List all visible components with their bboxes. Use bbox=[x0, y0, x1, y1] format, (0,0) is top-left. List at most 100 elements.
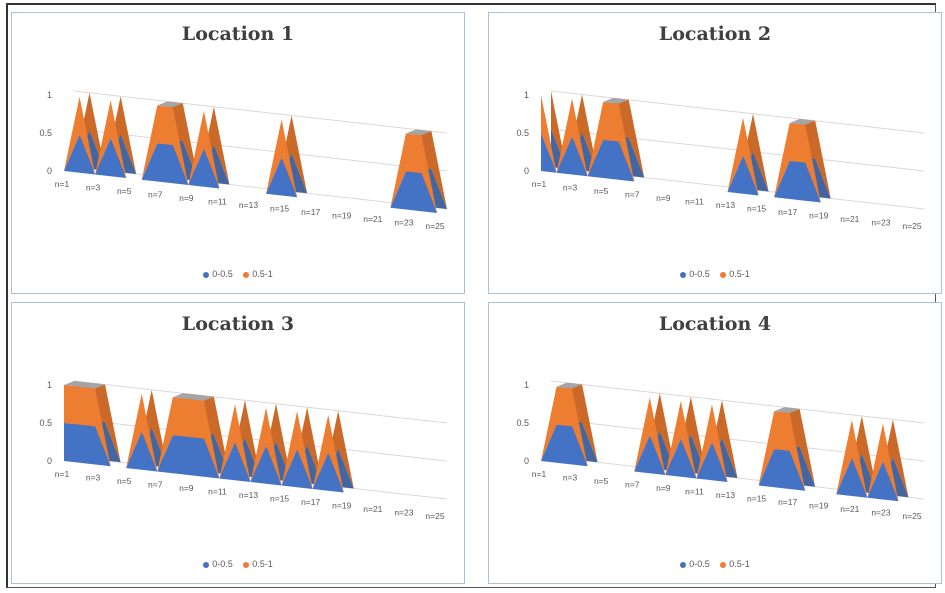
series-top-cap bbox=[64, 381, 90, 387]
legend-marker-high bbox=[243, 271, 250, 278]
x-tick-label: n=11 bbox=[208, 197, 227, 207]
legend-label-low: 0-0.5 bbox=[689, 559, 710, 569]
x-tick-label: n=21 bbox=[363, 214, 382, 224]
series-top-cap bbox=[79, 382, 106, 389]
chart-plot-area: 0 0.5 1 n=1 n=3 n=5 n=7 n=9 n=11 n=13 n=15 n=17 n=19… bbox=[516, 90, 925, 231]
gridline bbox=[550, 380, 925, 424]
y-tick-label: 0 bbox=[47, 456, 52, 466]
chart-legend: 0-0.5 0.5-1 bbox=[489, 559, 941, 569]
legend-label-high: 0.5-1 bbox=[252, 269, 273, 279]
x-tick-label: n=25 bbox=[425, 221, 444, 231]
legend-label-high: 0.5-1 bbox=[729, 559, 750, 569]
chart-legend: 0-0.5 0.5-1 bbox=[12, 559, 464, 569]
x-tick-label: n=7 bbox=[148, 480, 163, 490]
x-tick-label: n=21 bbox=[363, 504, 382, 514]
x-tick-label: n=9 bbox=[179, 483, 194, 493]
gridline bbox=[73, 90, 448, 134]
x-tick-label: n=3 bbox=[86, 473, 101, 483]
gridline bbox=[73, 128, 448, 172]
legend-label-high: 0.5-1 bbox=[252, 559, 273, 569]
legend-item-low: 0-0.5 bbox=[203, 269, 233, 279]
chart-plot-area: 0 0.5 1 n=1 n=3 n=5 n=7 n=9 n=11 n=13 n=15 n=17 n=19… bbox=[516, 380, 925, 521]
figure-frame bbox=[6, 3, 936, 588]
legend-item-high: 0.5-1 bbox=[243, 559, 273, 569]
series-low-area bbox=[541, 424, 914, 503]
gridline bbox=[73, 166, 448, 210]
chart-panel-location-2: Location 2 0 0.5 1 n=1 n=3 n=5 n=7 n=9 n=11 n=13 n… bbox=[488, 12, 942, 294]
x-tick-label: n=23 bbox=[871, 508, 890, 518]
gridline bbox=[73, 380, 448, 424]
chart-title: Location 4 bbox=[658, 313, 772, 335]
x-tick-label: n=3 bbox=[86, 183, 101, 193]
chart-panel-location-3: Location 3 0 0.5 1 n=1 n=3 n=5 n=7 n=9 n=11 n=13 n… bbox=[11, 302, 465, 584]
series-low-depth bbox=[74, 130, 447, 209]
x-tick-label: n=15 bbox=[270, 494, 289, 504]
y-tick-label: 1 bbox=[47, 90, 52, 100]
legend-marker-high bbox=[720, 561, 727, 568]
x-tick-label: n=17 bbox=[778, 207, 797, 217]
x-tick-label: n=11 bbox=[685, 197, 704, 207]
x-tick-label: n=21 bbox=[840, 214, 859, 224]
legend-label-low: 0-0.5 bbox=[689, 269, 710, 279]
x-tick-label: n=1 bbox=[55, 179, 70, 189]
legend-item-high: 0.5-1 bbox=[243, 269, 273, 279]
x-tick-label: n=7 bbox=[625, 190, 640, 200]
x-tick-label: n=23 bbox=[871, 218, 890, 228]
series-low-area bbox=[64, 134, 437, 213]
chart-title: Location 2 bbox=[658, 23, 772, 45]
series-low-area bbox=[541, 133, 914, 213]
x-tick-label: n=7 bbox=[148, 190, 163, 200]
series-top-cap bbox=[172, 393, 199, 399]
series-top-cap bbox=[405, 129, 432, 136]
x-tick-label: n=23 bbox=[394, 508, 413, 518]
x-tick-label: n=3 bbox=[563, 183, 578, 193]
x-tick-label: n=25 bbox=[902, 221, 921, 231]
legend-marker-high bbox=[243, 561, 250, 568]
series-top-cap bbox=[603, 98, 629, 104]
x-tick-label: n=5 bbox=[594, 476, 609, 486]
x-tick-label: n=1 bbox=[532, 469, 547, 479]
y-tick-label: 0.5 bbox=[39, 128, 52, 138]
legend-marker-high bbox=[720, 271, 727, 278]
x-tick-label: n=1 bbox=[532, 179, 547, 189]
series-high-area bbox=[64, 96, 437, 213]
chart-title: Location 3 bbox=[181, 313, 295, 335]
legend-item-high: 0.5-1 bbox=[720, 559, 750, 569]
x-tick-label: n=21 bbox=[840, 504, 859, 514]
x-tick-label: n=9 bbox=[179, 193, 194, 203]
legend-marker-low bbox=[680, 271, 687, 278]
x-tick-label: n=19 bbox=[809, 211, 828, 221]
series-top-cap bbox=[188, 395, 214, 401]
x-tick-label: n=9 bbox=[656, 483, 671, 493]
x-tick-label: n=5 bbox=[117, 186, 132, 196]
x-tick-label: n=17 bbox=[301, 207, 320, 217]
chart-panel-location-1: Location 1 0 0.5 1 n=1 n=3 n=5 n=7 n=9 n=11 n=13 n… bbox=[11, 12, 465, 294]
x-tick-label: n=1 bbox=[55, 469, 70, 479]
x-tick-label: n=13 bbox=[716, 490, 735, 500]
legend-item-low: 0-0.5 bbox=[203, 559, 233, 569]
y-tick-label: 1 bbox=[47, 380, 52, 390]
legend-item-low: 0-0.5 bbox=[680, 269, 710, 279]
y-tick-label: 0 bbox=[524, 166, 529, 176]
chart-legend: 0-0.5 0.5-1 bbox=[12, 269, 464, 279]
x-tick-label: n=19 bbox=[332, 211, 351, 221]
legend-label-high: 0.5-1 bbox=[729, 269, 750, 279]
chart-panel-location-4: Location 4 0 0.5 1 n=1 n=3 n=5 n=7 n=9 n=11 n=13 n… bbox=[488, 302, 942, 584]
x-tick-label: n=11 bbox=[208, 487, 227, 497]
x-tick-label: n=15 bbox=[747, 494, 766, 504]
chart-plot-area: 0 0.5 1 n=1 n=3 n=5 n=7 n=9 n=11 n=13 n=15 n=17 n=19… bbox=[39, 380, 448, 521]
legend-item-low: 0-0.5 bbox=[680, 559, 710, 569]
x-tick-label: n=15 bbox=[270, 204, 289, 214]
x-tick-label: n=3 bbox=[563, 473, 578, 483]
x-tick-label: n=11 bbox=[685, 487, 704, 497]
x-tick-label: n=5 bbox=[594, 186, 609, 196]
gridline bbox=[550, 90, 925, 134]
chart-legend: 0-0.5 0.5-1 bbox=[489, 269, 941, 279]
x-tick-label: n=13 bbox=[716, 200, 735, 210]
x-tick-label: n=7 bbox=[625, 480, 640, 490]
legend-marker-low bbox=[203, 561, 210, 568]
chart-title: Location 1 bbox=[181, 23, 295, 45]
legend-marker-low bbox=[680, 561, 687, 568]
legend-item-high: 0.5-1 bbox=[720, 269, 750, 279]
series-top-cap bbox=[774, 407, 800, 413]
